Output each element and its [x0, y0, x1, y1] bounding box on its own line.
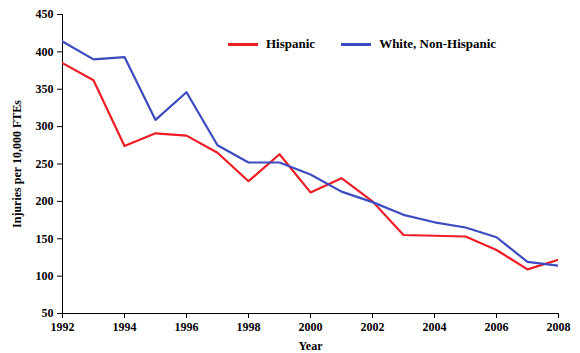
svg-text:Year: Year: [299, 339, 324, 353]
svg-text:350: 350: [36, 82, 54, 96]
svg-text:450: 450: [36, 7, 54, 21]
svg-text:2006: 2006: [485, 320, 509, 334]
svg-text:Injuries per 10,000 FTEs: Injuries per 10,000 FTEs: [10, 100, 24, 228]
svg-text:2000: 2000: [299, 320, 323, 334]
svg-text:200: 200: [36, 194, 54, 208]
html-text:Hispanic: Hispanic: [266, 36, 316, 51]
svg-text:50: 50: [42, 306, 54, 320]
svg-text:1994: 1994: [113, 320, 137, 334]
svg-text:1992: 1992: [51, 320, 75, 334]
svg-text:1996: 1996: [175, 320, 199, 334]
svg-text:2004: 2004: [423, 320, 447, 334]
svg-text:2008: 2008: [547, 320, 571, 334]
html-text:White, Non-Hispanic: White, Non-Hispanic: [379, 36, 497, 51]
svg-text:400: 400: [36, 45, 54, 59]
svg-text:1998: 1998: [237, 320, 261, 334]
svg-text:250: 250: [36, 157, 54, 171]
svg-text:2002: 2002: [361, 320, 385, 334]
svg-text:300: 300: [36, 119, 54, 133]
svg-text:150: 150: [36, 232, 54, 246]
svg-text:100: 100: [36, 269, 54, 283]
